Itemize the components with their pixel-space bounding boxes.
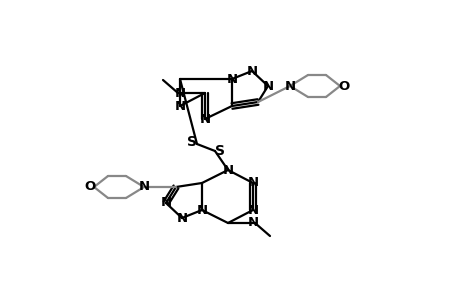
Text: N: N [176, 212, 187, 224]
Text: N: N [247, 203, 258, 217]
Text: S: S [214, 144, 224, 158]
Text: N: N [174, 86, 185, 100]
Text: S: S [187, 135, 196, 149]
Text: N: N [226, 73, 237, 85]
Text: N: N [284, 80, 295, 92]
Text: O: O [338, 80, 349, 92]
Text: N: N [222, 164, 233, 176]
Text: N: N [160, 196, 171, 209]
Text: N: N [138, 181, 149, 194]
Text: N: N [199, 112, 210, 125]
Text: N: N [174, 100, 185, 112]
Text: N: N [262, 80, 273, 92]
Text: N: N [246, 64, 257, 77]
Text: N: N [196, 203, 207, 217]
Text: O: O [84, 181, 95, 194]
Text: N: N [247, 176, 258, 190]
Text: N: N [247, 215, 258, 229]
